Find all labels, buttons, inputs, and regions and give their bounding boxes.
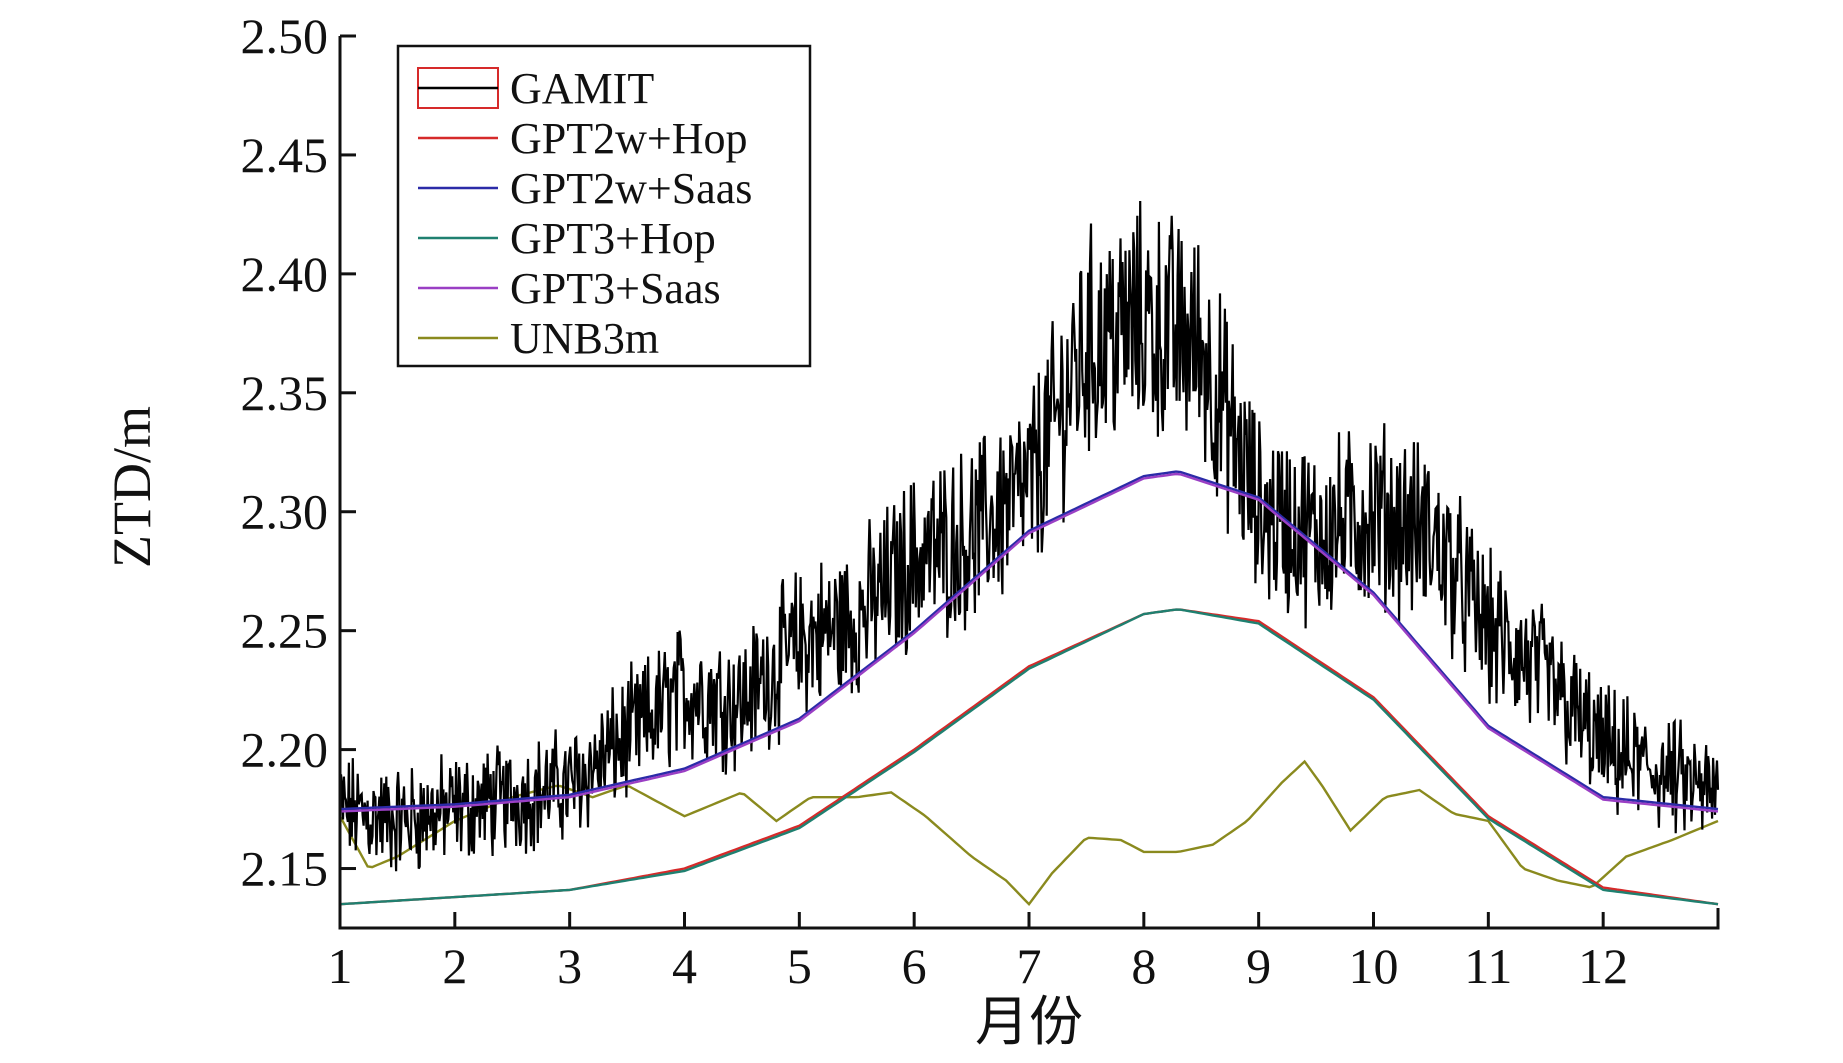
- x-tick-label: 8: [1131, 938, 1156, 994]
- x-tick-label: 3: [557, 938, 582, 994]
- legend-label: GPT3+Saas: [510, 264, 721, 313]
- x-tick-label: 2: [442, 938, 467, 994]
- x-axis-title: 月份: [975, 992, 1083, 1052]
- x-tick-label: 6: [902, 938, 927, 994]
- legend-label: UNB3m: [510, 314, 659, 363]
- legend: GAMITGPT2w+HopGPT2w+SaasGPT3+HopGPT3+Saa…: [396, 44, 812, 368]
- x-tick-label: 10: [1349, 938, 1399, 994]
- x-tick-label: 9: [1246, 938, 1271, 994]
- legend-label: GPT3+Hop: [510, 214, 716, 263]
- x-tick-label: 7: [1017, 938, 1042, 994]
- series-line-gpt2w-saas: [339, 470, 1719, 811]
- y-tick-label: 2.40: [241, 246, 329, 302]
- x-axis: 1 2 3 4 5 6 7 8 9 10 11 12: [328, 912, 1628, 994]
- y-tick-label: 2.30: [241, 484, 329, 540]
- x-tick-label: 12: [1578, 938, 1628, 994]
- y-axis-title: ZTD/m: [102, 406, 162, 568]
- y-tick-label: 2.45: [241, 127, 329, 183]
- x-tick-label: 11: [1464, 938, 1512, 994]
- series-line-gpt3-hop: [339, 608, 1719, 906]
- y-axis: 2.15 2.20 2.25 2.30 2.35 2.40 2.45 2.50: [241, 8, 356, 897]
- legend-label: GPT2w+Hop: [510, 114, 748, 163]
- legend-label: GAMIT: [510, 64, 654, 113]
- series-line-gpt3-saas: [339, 472, 1719, 813]
- legend-label: GPT2w+Saas: [510, 164, 752, 213]
- x-tick-label: 1: [328, 938, 353, 994]
- y-tick-label: 2.25: [241, 603, 329, 659]
- legend-box: [396, 44, 812, 368]
- y-tick-label: 2.35: [241, 365, 329, 421]
- series-layer: [338, 200, 1720, 907]
- y-tick-label: 2.50: [241, 8, 329, 64]
- series-line-gamit: [338, 200, 1720, 872]
- y-tick-label: 2.20: [241, 722, 329, 778]
- series-line-unb3m: [338, 759, 1719, 907]
- y-tick-label: 2.15: [241, 841, 329, 897]
- x-tick-label: 5: [787, 938, 812, 994]
- x-tick-label: 4: [672, 938, 697, 994]
